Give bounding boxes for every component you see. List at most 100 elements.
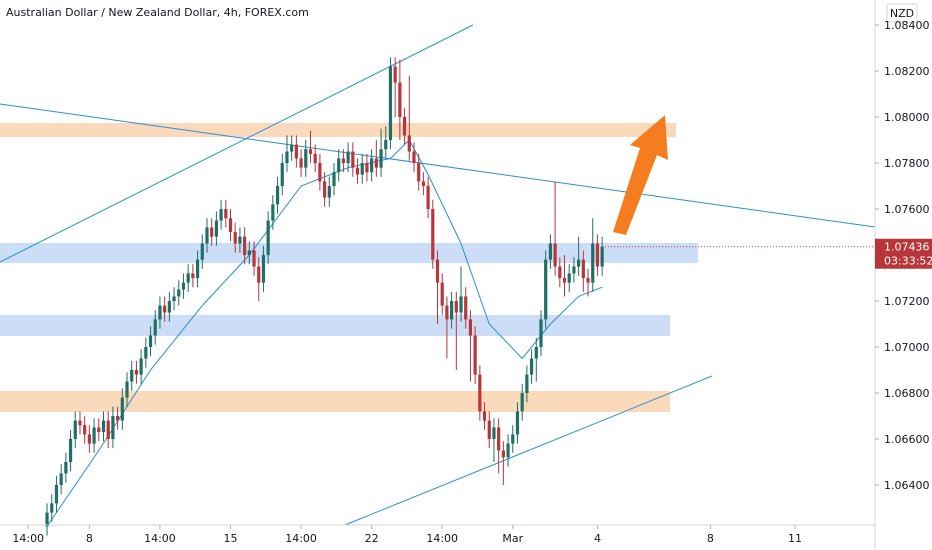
candle-body (120, 397, 124, 421)
candle-body (487, 420, 491, 439)
candle-body (271, 204, 275, 221)
candle-body (83, 425, 87, 435)
candles (45, 57, 604, 536)
candle-body (73, 420, 77, 439)
arrow (613, 115, 668, 235)
candle-body (581, 259, 585, 279)
candle-body (351, 151, 355, 168)
candle-body (318, 163, 322, 182)
candle-body (280, 163, 284, 187)
candle-body (506, 443, 510, 458)
candle-body (64, 461, 68, 474)
candle-body (431, 209, 435, 260)
currency-box (886, 3, 918, 23)
candle-body (464, 296, 468, 320)
candle-body (233, 232, 237, 244)
candle-body (167, 301, 171, 313)
last-price-box (875, 238, 932, 269)
candle-body (45, 512, 49, 527)
x-tick-label: 11 (788, 532, 802, 545)
candle-body (294, 144, 298, 159)
candle-body (87, 434, 91, 444)
candle-body (228, 218, 233, 233)
candle-body (205, 227, 209, 244)
trend-line (0, 103, 876, 228)
candle-body (355, 167, 360, 175)
candle-body (191, 273, 195, 279)
candle-body (299, 158, 303, 168)
candle-body (148, 335, 153, 348)
chart-title: Australian Dollar / New Zealand Dollar, … (6, 6, 309, 19)
candle-body (106, 420, 110, 439)
candle-body (341, 158, 346, 164)
candle-body (266, 220, 270, 256)
candle-body (92, 427, 96, 444)
candle-body (384, 140, 388, 150)
candle-body (214, 220, 218, 237)
candle-body (374, 158, 378, 168)
candle-body (134, 370, 139, 375)
candle-body (195, 259, 200, 279)
y-tick-label: 1.06800 (884, 387, 930, 400)
candle-body (275, 186, 280, 205)
candle-body (97, 427, 101, 433)
candle-body (54, 484, 59, 504)
resistance-zone (0, 123, 676, 137)
candle-body (544, 259, 548, 320)
support-zone (0, 391, 670, 412)
candle-body (50, 503, 54, 513)
x-tick-label: 4 (594, 532, 601, 545)
candle-body (501, 450, 505, 458)
candle-body (515, 411, 520, 435)
candle-body (402, 117, 407, 136)
candle-body (238, 236, 242, 244)
candle-body (478, 374, 482, 412)
candle-body (365, 163, 369, 173)
candle-body (473, 335, 477, 375)
candle-body (572, 266, 576, 274)
candle-body (177, 289, 181, 297)
candle-body (534, 347, 538, 359)
candle-body (417, 163, 421, 182)
candle-body (426, 186, 430, 210)
candle-body (497, 427, 501, 451)
x-tick-label: 8 (86, 532, 93, 545)
candle-body (247, 250, 251, 256)
candle-body (313, 153, 317, 164)
candle-body (398, 82, 402, 118)
y-tick-label: 1.08000 (884, 111, 930, 124)
x-tick-label: 22 (365, 532, 379, 545)
candle-body (252, 250, 256, 267)
last-price-label: 1.07436 (884, 241, 930, 254)
candle-body (210, 227, 214, 237)
candle-body (285, 151, 289, 164)
y-tick-label: 1.06400 (884, 479, 930, 492)
candle-body (529, 358, 534, 375)
candle-body (591, 243, 595, 283)
currency: NZD (890, 7, 914, 20)
y-tick-label: 1.08200 (884, 65, 930, 78)
candle-body (172, 296, 176, 302)
candle-body (468, 319, 473, 336)
y-tick-label: 1.08400 (884, 19, 930, 32)
candle-body (78, 420, 82, 426)
y-tick-label: 1.06600 (884, 433, 930, 446)
candle-body (482, 411, 487, 421)
candle-body (577, 259, 581, 267)
candle-body (553, 243, 557, 267)
candle-body (360, 163, 364, 175)
candle-body (327, 186, 331, 198)
candle-body (562, 278, 567, 283)
candle-body (219, 209, 223, 221)
candle-body (257, 266, 261, 283)
candle-body (454, 301, 458, 313)
x-tick-label: 14:00 (144, 532, 176, 545)
x-tick-label: Mar (502, 532, 523, 545)
candle-body (595, 243, 600, 267)
candle-body (111, 415, 115, 439)
candle-body (445, 305, 449, 320)
candle-body (304, 149, 308, 168)
candle-body (59, 473, 63, 485)
candle-body (337, 158, 341, 173)
